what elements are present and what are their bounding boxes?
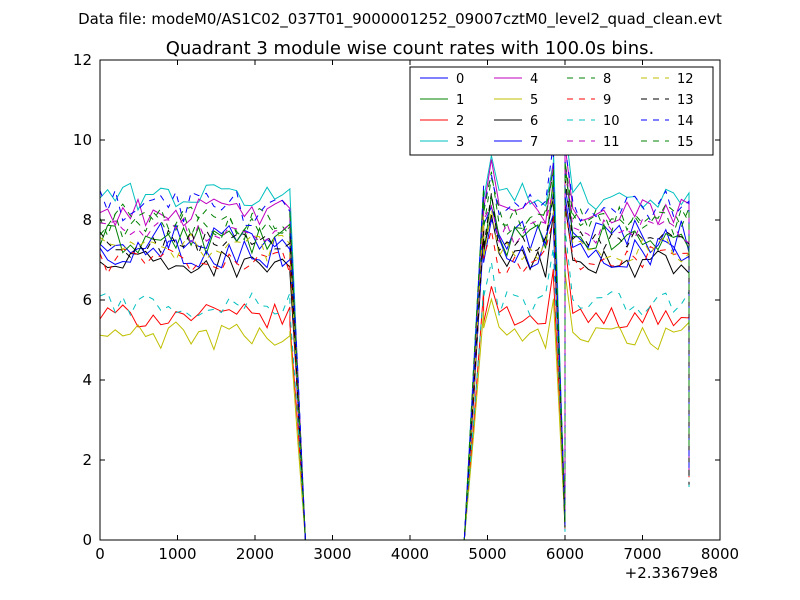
- x-tick-label: 7000: [623, 545, 661, 563]
- x-tick-label: 4000: [391, 545, 429, 563]
- x-tick-label: 2000: [236, 545, 274, 563]
- y-tick-label: 10: [73, 131, 92, 149]
- y-tick-label: 2: [82, 451, 92, 469]
- y-tick-label: 8: [82, 211, 92, 229]
- legend-label-12: 12: [677, 72, 694, 87]
- legend-label-8: 8: [603, 72, 611, 87]
- legend-label-4: 4: [530, 72, 538, 87]
- y-tick-label: 12: [73, 51, 92, 69]
- x-tick-label: 6000: [546, 545, 584, 563]
- legend-label-2: 2: [456, 114, 464, 129]
- series-line-10: [100, 228, 690, 540]
- series-layer: [100, 125, 690, 540]
- series-line-5: [100, 272, 690, 540]
- legend-label-3: 3: [456, 135, 464, 150]
- chart-suptitle: Data file: modeM0/AS1C02_037T01_90000012…: [78, 10, 722, 29]
- series-line-8: [100, 169, 690, 540]
- series-line-13: [100, 178, 690, 540]
- legend-label-15: 15: [677, 135, 694, 150]
- x-tick-label: 5000: [468, 545, 506, 563]
- x-offset-label: +2.33679e8: [625, 564, 718, 582]
- legend-label-5: 5: [530, 93, 538, 108]
- legend-frame: [409, 66, 714, 156]
- y-tick-label: 6: [82, 291, 92, 309]
- series-line-14: [100, 143, 690, 540]
- legend-label-9: 9: [603, 93, 611, 108]
- series-line-15: [100, 161, 690, 540]
- legend-label-6: 6: [530, 114, 538, 129]
- legend-label-11: 11: [603, 135, 620, 150]
- x-tick-label: 3000: [313, 545, 351, 563]
- legend-label-0: 0: [456, 72, 464, 87]
- x-axis: 0 1000 2000 3000 4000 5000 6000 7000 8000: [95, 60, 739, 563]
- x-tick-label: 8000: [701, 545, 739, 563]
- chart-title: Quadrant 3 module wise count rates with …: [166, 38, 655, 59]
- y-tick-label: 0: [82, 531, 92, 549]
- legend-label-7: 7: [530, 135, 538, 150]
- legend-label-10: 10: [603, 114, 620, 129]
- legend-label-13: 13: [677, 93, 694, 108]
- y-tick-label: 4: [82, 371, 92, 389]
- legend-label-14: 14: [677, 114, 694, 129]
- x-tick-label: 1000: [158, 545, 196, 563]
- legend-label-1: 1: [456, 93, 464, 108]
- x-tick-label: 0: [95, 545, 105, 563]
